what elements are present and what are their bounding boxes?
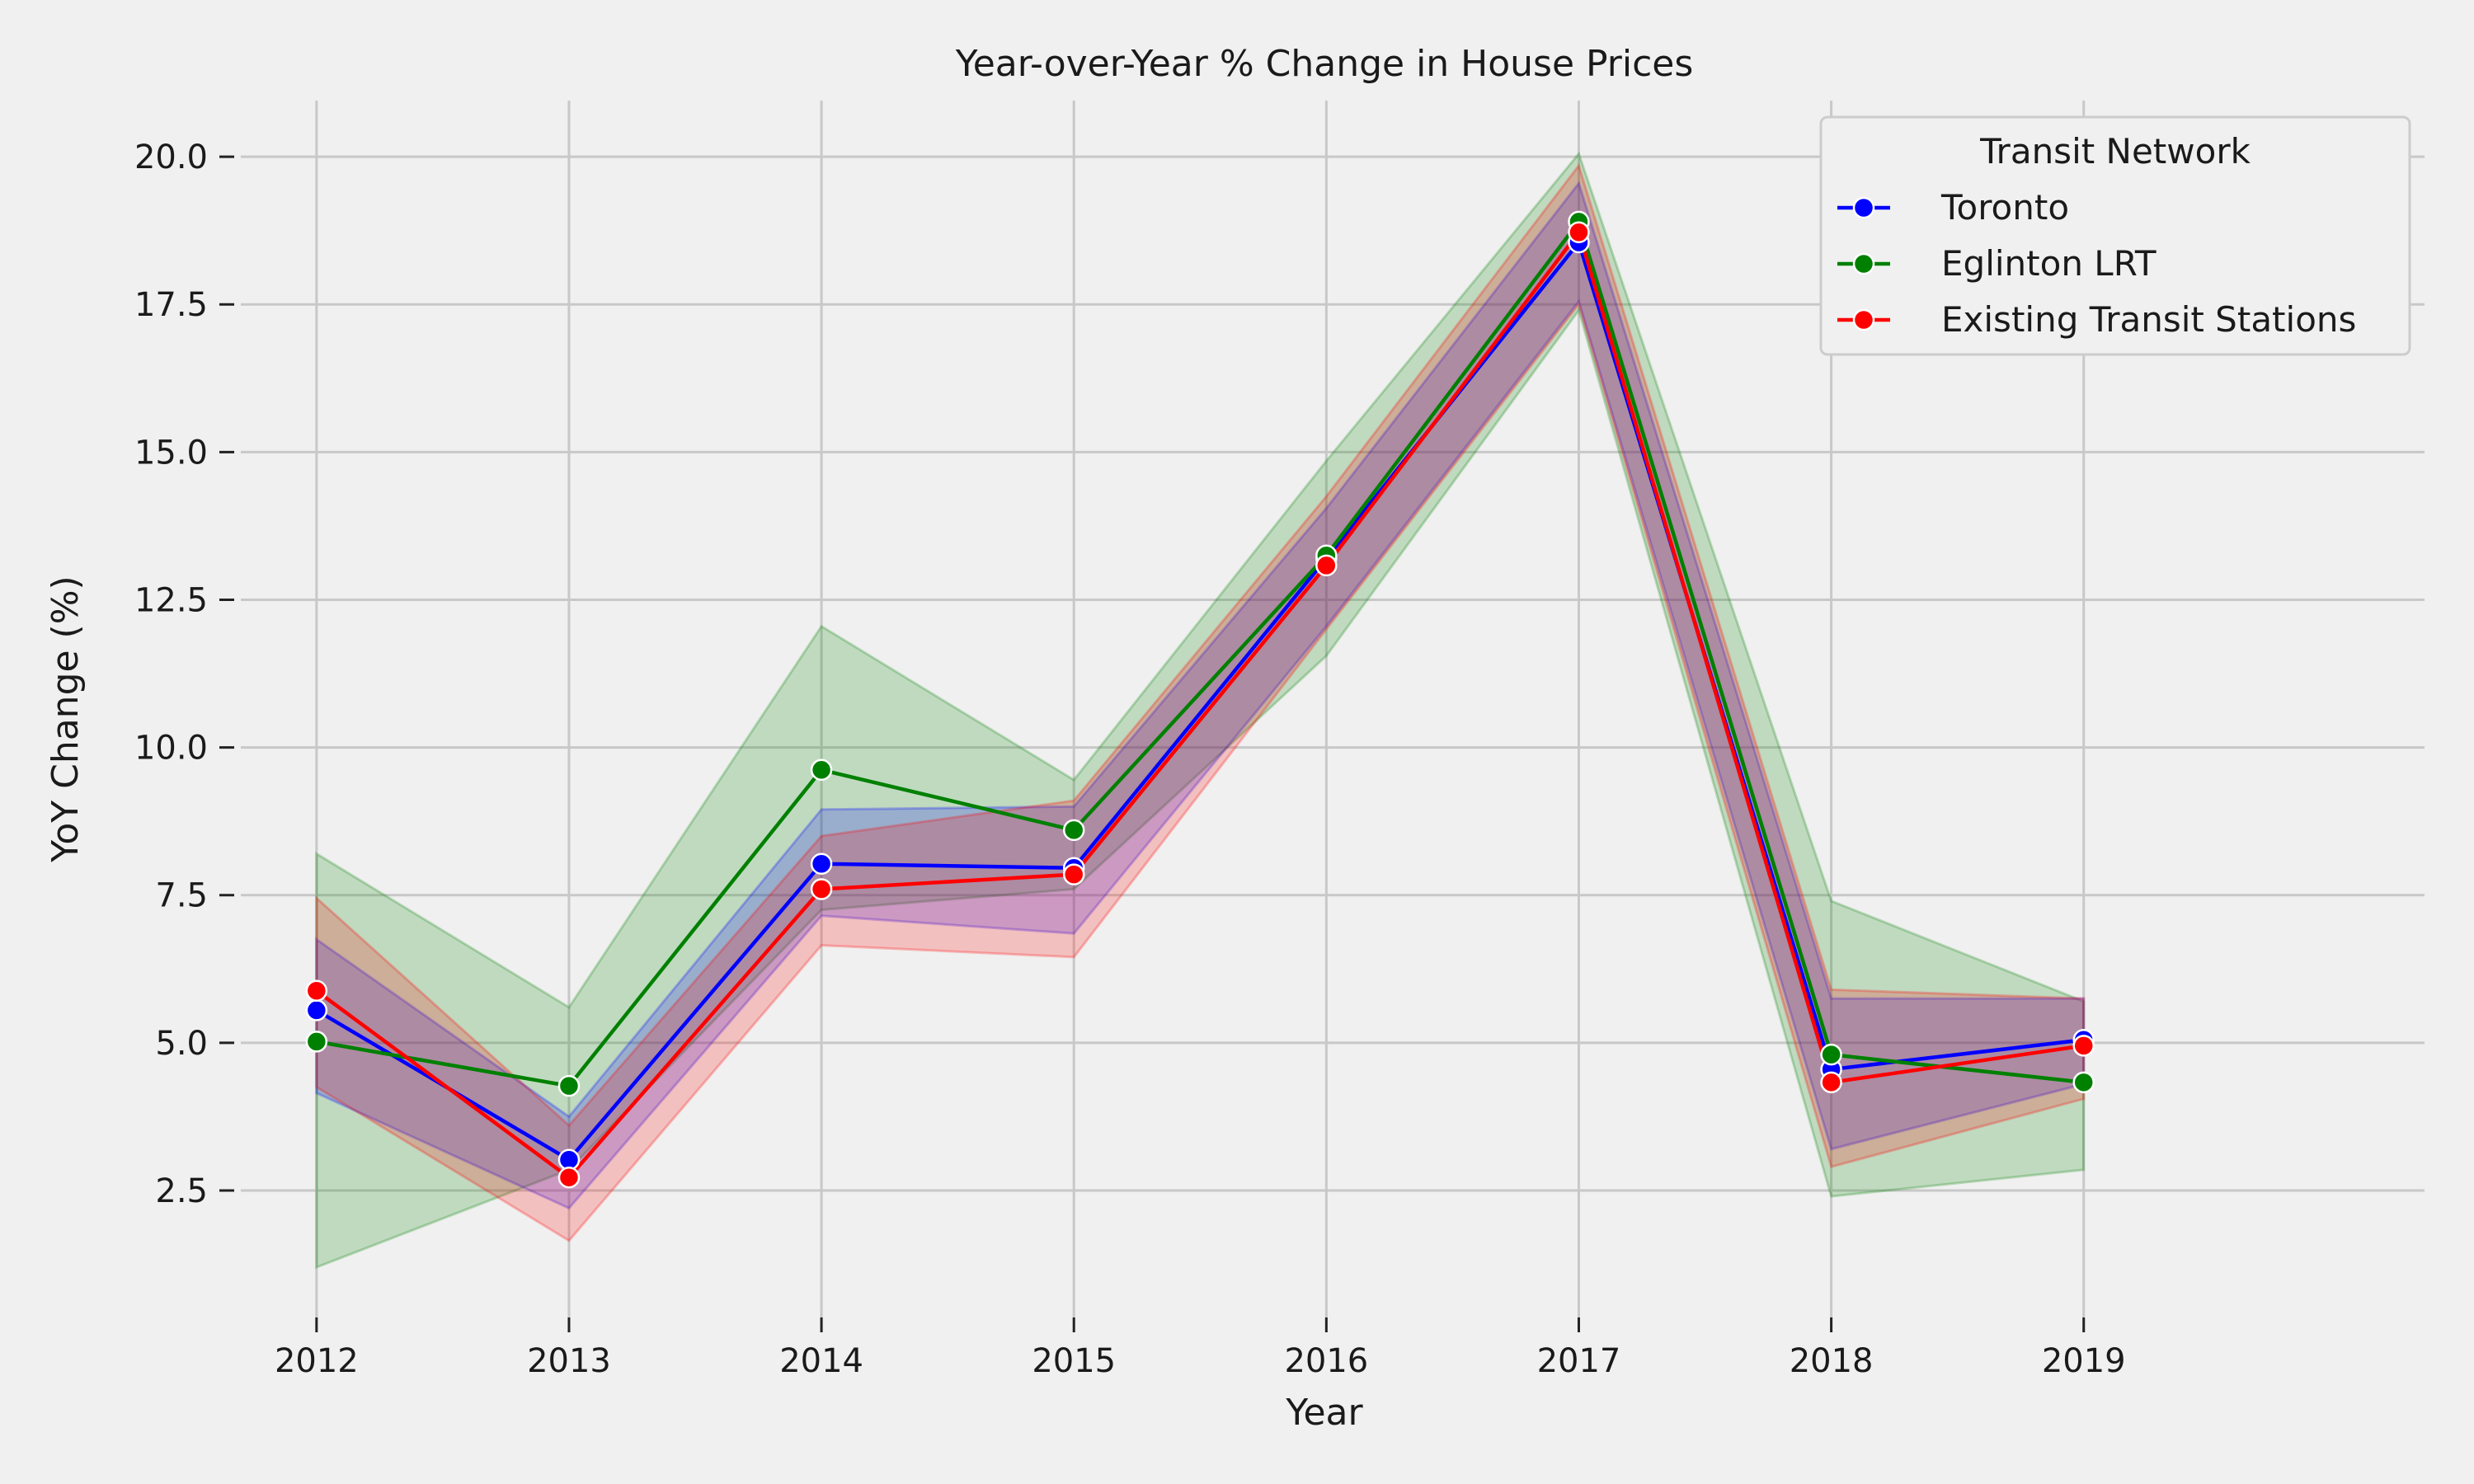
y-tick-label: 12.5 xyxy=(134,581,208,619)
y-tick-label: 7.5 xyxy=(155,877,208,915)
legend-box xyxy=(1819,115,2411,356)
x-tick-label: 2013 xyxy=(527,1342,611,1380)
series-lines xyxy=(315,219,2085,1180)
data-point xyxy=(305,1031,328,1053)
data-point xyxy=(2072,1035,2095,1057)
series-markers xyxy=(305,210,2095,1189)
grid-lines xyxy=(241,101,2425,1317)
legend-marker xyxy=(1852,308,1875,331)
data-point xyxy=(557,1074,581,1097)
data-point xyxy=(1820,1043,1842,1066)
y-axis-title: YoY Change (%) xyxy=(45,575,87,862)
x-tick-label: 2019 xyxy=(2042,1342,2126,1380)
y-tick-label: 15.0 xyxy=(134,434,208,472)
x-tick-label: 2015 xyxy=(1032,1342,1116,1380)
data-point xyxy=(305,999,328,1021)
legend: Transit Network Toronto Eglinton LRT Exist… xyxy=(1819,115,2411,356)
y-tick-label: 2.5 xyxy=(155,1172,208,1210)
series-line xyxy=(316,219,2084,1088)
data-point xyxy=(2072,1071,2095,1094)
legend-marker xyxy=(1852,252,1875,275)
y-tick-label: 17.5 xyxy=(134,286,208,324)
data-point xyxy=(810,758,833,782)
y-axis: 2.5 5.0 7.5 10.0 12.5 15.0 17.5 20.0 xyxy=(134,139,234,1210)
data-point xyxy=(1062,863,1085,885)
chart-title: Year-over-Year % Change in House Prices xyxy=(955,43,1694,85)
data-point xyxy=(557,1166,581,1189)
legend-label: Existing Transit Stations xyxy=(1941,299,2356,340)
legend-marker xyxy=(1852,196,1875,219)
legend-label: Eglinton LRT xyxy=(1941,243,2157,284)
x-tick-label: 2016 xyxy=(1284,1342,1368,1380)
data-point xyxy=(810,878,833,900)
data-point xyxy=(810,852,833,875)
x-tick-label: 2014 xyxy=(779,1342,863,1380)
y-tick-label: 5.0 xyxy=(155,1025,208,1063)
data-point xyxy=(1315,554,1338,577)
x-tick-label: 2017 xyxy=(1537,1342,1621,1380)
data-point xyxy=(1062,819,1085,842)
y-tick-label: 10.0 xyxy=(134,730,208,768)
x-axis: 2012 2013 2014 2015 2016 2017 2018 2019 xyxy=(275,1317,2126,1380)
data-point xyxy=(1820,1071,1842,1094)
legend-title: Transit Network xyxy=(1979,131,2251,171)
x-tick-label: 2012 xyxy=(275,1342,359,1380)
legend-label: Toronto xyxy=(1940,187,2069,228)
series-line xyxy=(315,230,2085,1180)
data-point xyxy=(1568,221,1590,244)
x-tick-label: 2018 xyxy=(1790,1342,1874,1380)
x-axis-title: Year xyxy=(1285,1392,1363,1434)
data-point xyxy=(305,979,328,1003)
y-tick-label: 20.0 xyxy=(134,139,208,176)
series-line xyxy=(315,240,2084,1162)
